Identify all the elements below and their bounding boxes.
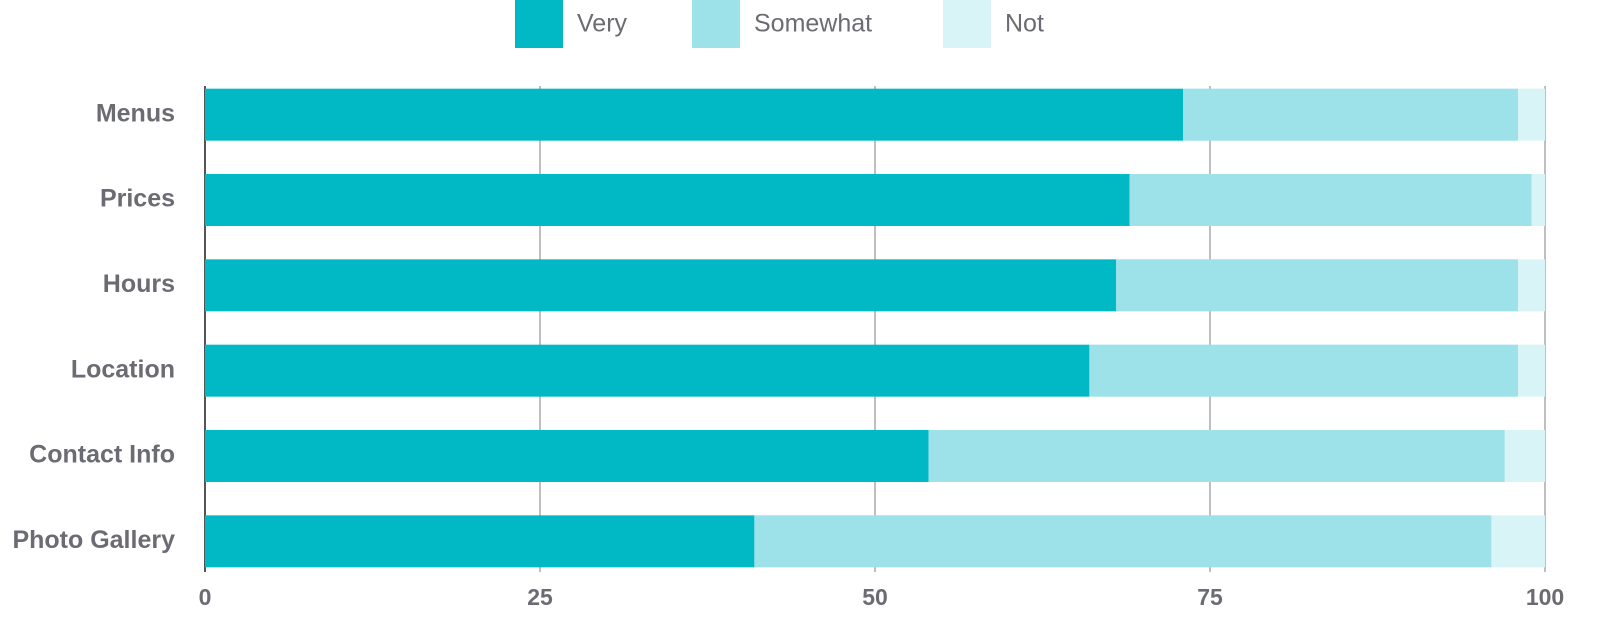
bar-segment bbox=[205, 259, 1117, 312]
x-tick-label: 0 bbox=[199, 584, 212, 610]
legend-swatch bbox=[515, 0, 563, 48]
bar-segment bbox=[1491, 515, 1545, 568]
bar-segment bbox=[1089, 344, 1519, 397]
category-label: Location bbox=[71, 355, 175, 383]
x-tick-label: 100 bbox=[1526, 584, 1564, 610]
bar-segment bbox=[928, 430, 1505, 482]
bar-segment bbox=[1518, 259, 1545, 312]
bar-segment bbox=[1518, 88, 1545, 141]
bar-segment bbox=[205, 88, 1184, 141]
category-label: Prices bbox=[100, 185, 175, 213]
x-tick-label: 75 bbox=[1197, 584, 1223, 610]
bar-segment bbox=[1116, 259, 1519, 312]
x-tick-label: 25 bbox=[527, 584, 553, 610]
bar-segment bbox=[205, 430, 929, 482]
category-label: Hours bbox=[103, 270, 175, 298]
bar-segment bbox=[1518, 344, 1545, 397]
bar-segment bbox=[205, 344, 1090, 397]
bar-segment bbox=[1504, 430, 1545, 482]
bar-segment bbox=[1531, 174, 1545, 226]
category-label: Menus bbox=[96, 99, 175, 127]
legend-swatch bbox=[943, 0, 991, 48]
category-label: Contact Info bbox=[29, 441, 175, 469]
bar-segment bbox=[754, 515, 1492, 568]
legend-label: Very bbox=[577, 10, 628, 38]
bar-segment bbox=[205, 515, 755, 568]
x-tick-label: 50 bbox=[862, 584, 888, 610]
bar-segment bbox=[1129, 174, 1532, 226]
bar-segment bbox=[205, 174, 1130, 226]
legend-label: Not bbox=[1005, 10, 1044, 38]
category-label: Photo Gallery bbox=[12, 526, 175, 554]
bar-segment bbox=[1183, 88, 1519, 141]
legend-label: Somewhat bbox=[754, 10, 872, 38]
legend-swatch bbox=[692, 0, 740, 48]
